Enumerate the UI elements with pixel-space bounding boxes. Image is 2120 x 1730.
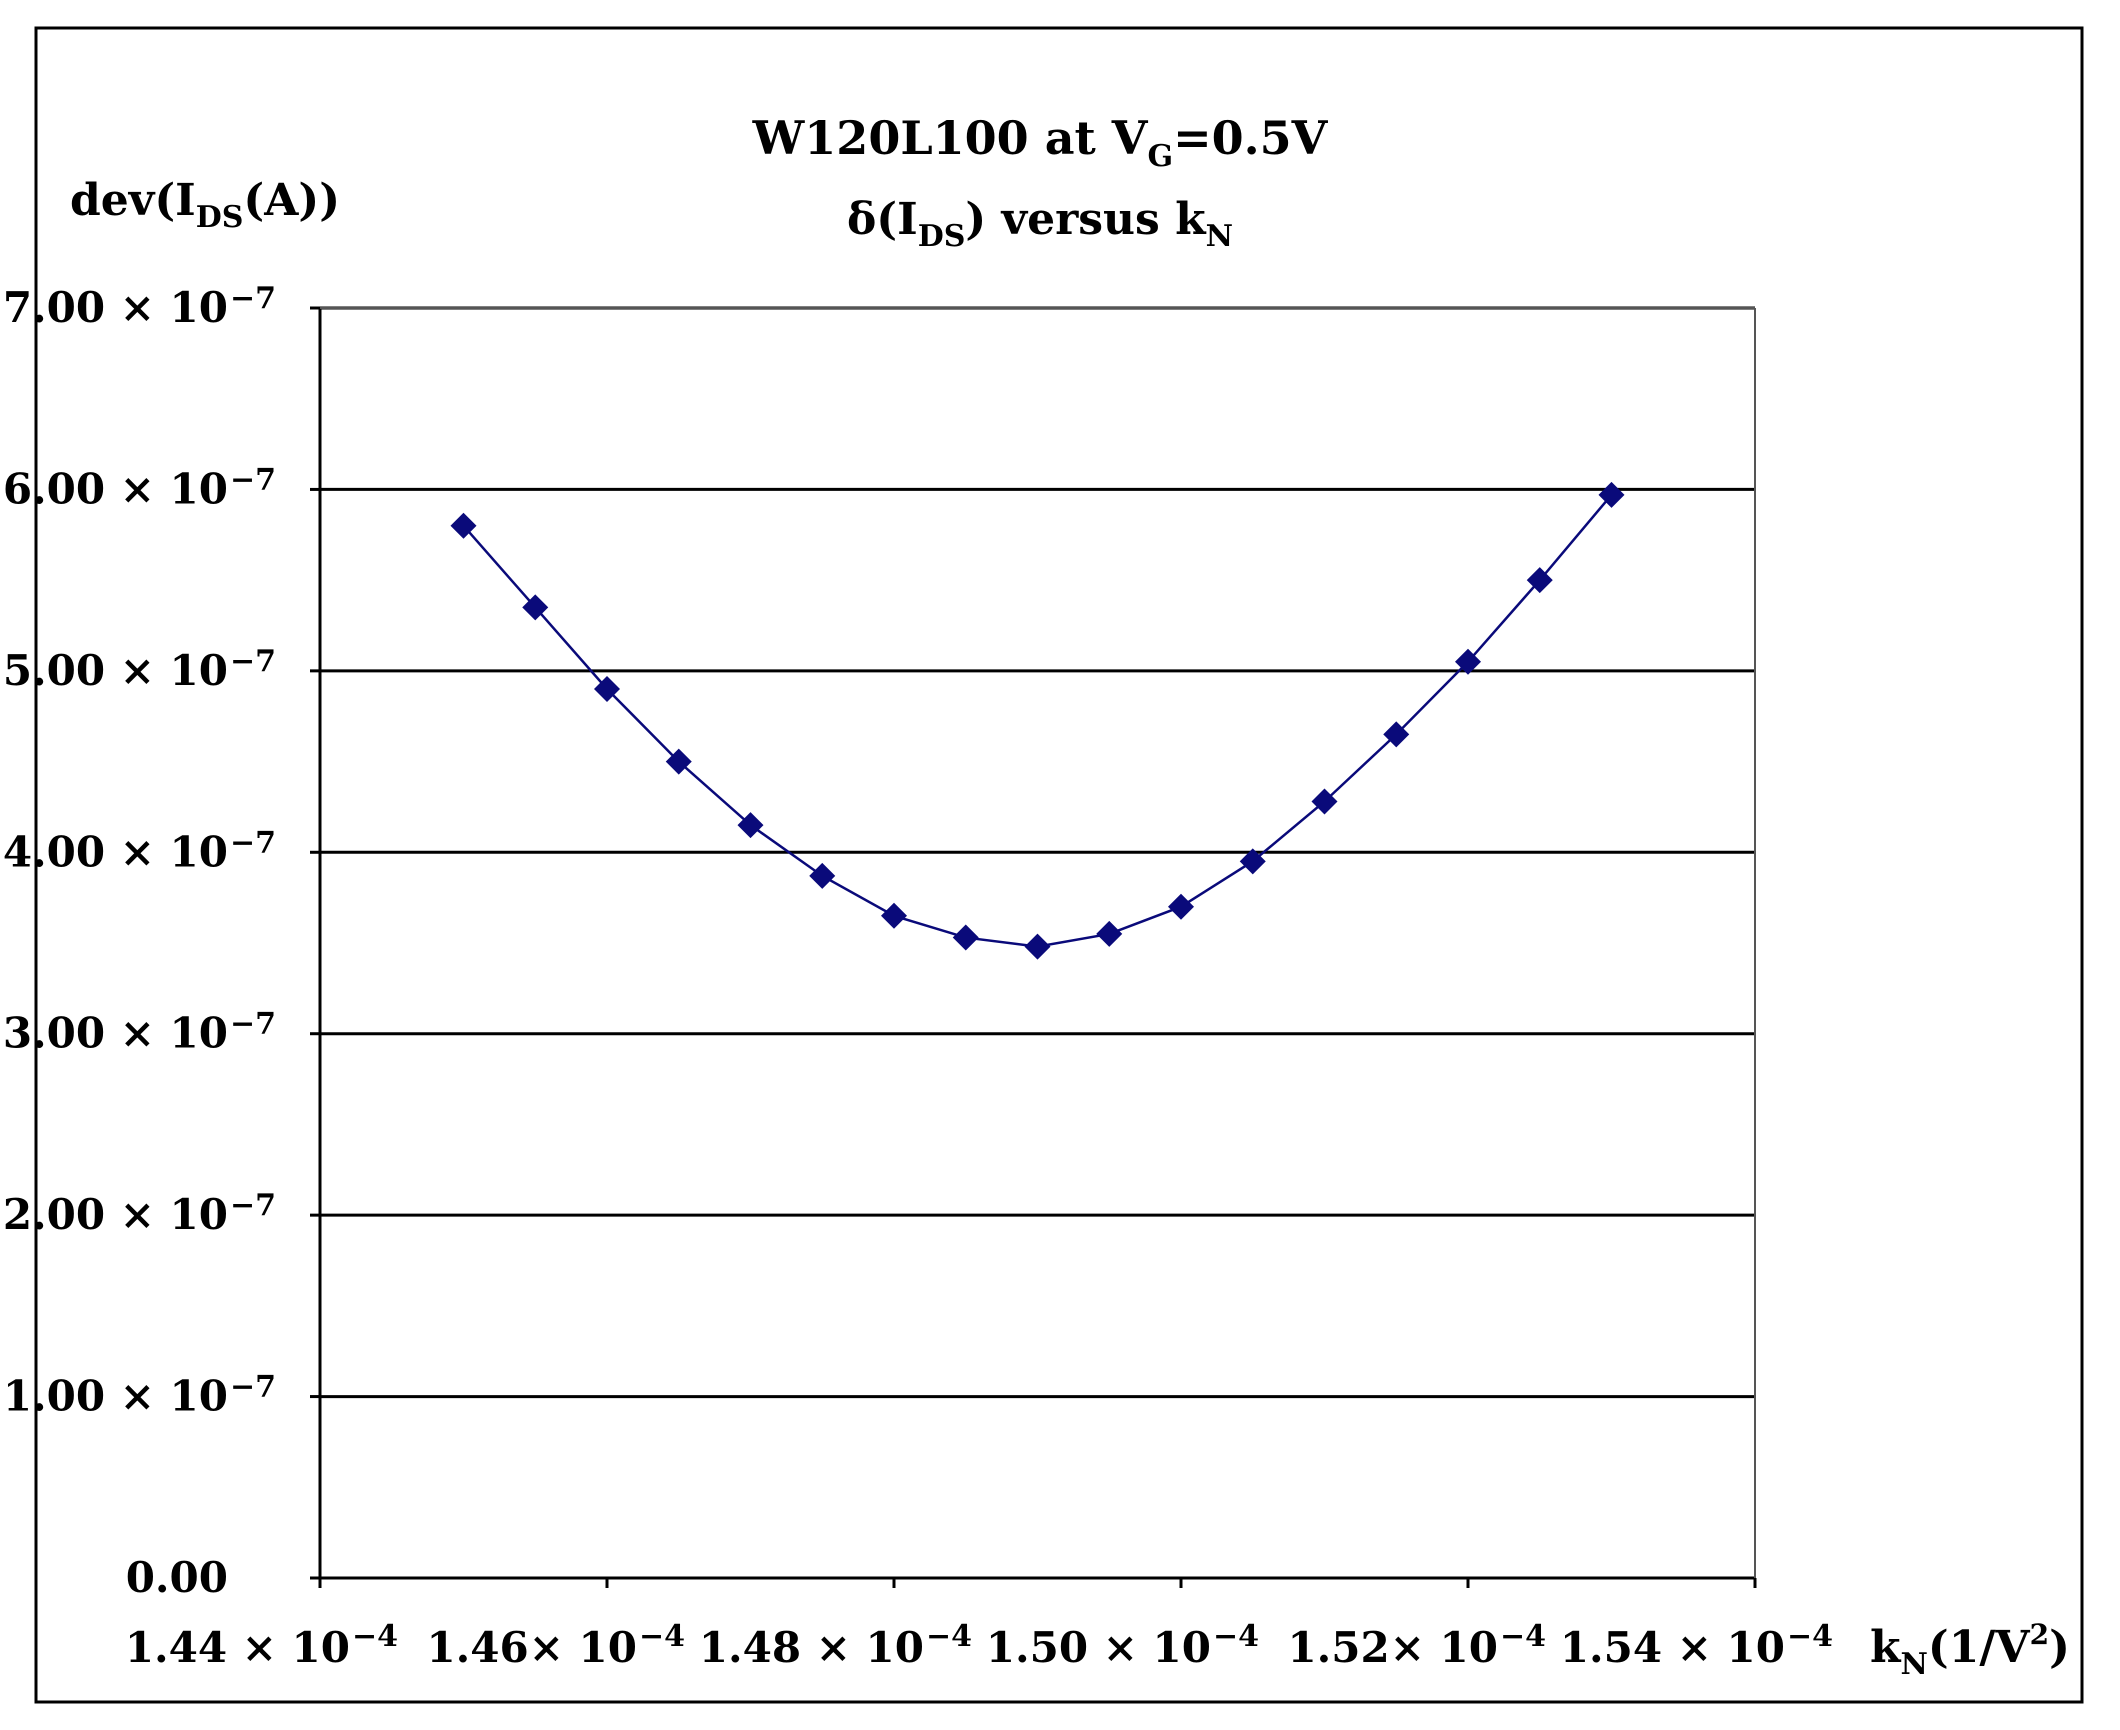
y-tick-label-4: 4.00 × 10−7 [3, 825, 276, 876]
y-tick-label-3: 3.00 × 10−7 [3, 1007, 276, 1058]
data-point-6 [881, 902, 907, 929]
data-point-5 [809, 862, 836, 889]
x-tick-label-5: 1.54 × 10 [1560, 1623, 1785, 1672]
chart-frame [34, 26, 2084, 1704]
data-point-3 [665, 748, 692, 775]
y-tick-label-0: 0.00 [126, 1553, 228, 1602]
y-tick-label-1: 1.00 × 10−7 [3, 1370, 276, 1421]
chart-title-line1: W120L100 at VG=0.5V [752, 111, 1329, 174]
axes [310, 306, 1757, 1588]
x-tick-labels: 1.44 × 10 −4 1.46× 10 −4 1.48 × 10 −4 1.50 × 1… [125, 1619, 1833, 1672]
x-tick-exp-2: −4 [926, 1619, 972, 1654]
x-tick-label-2: 1.48 × 10 [699, 1623, 924, 1672]
x-tick-exp-5: −4 [1787, 1619, 1833, 1654]
x-tick-label-1: 1.46× 10 [426, 1623, 637, 1672]
data-point-0 [450, 512, 477, 539]
data-point-2 [594, 676, 620, 702]
y-tick-label-7: 7.00 × 10−7 [3, 281, 276, 332]
y-tick-label-5: 5.00 × 10−7 [3, 644, 276, 695]
data-point-15 [1526, 567, 1553, 594]
x-tick-exp-1: −4 [639, 1619, 685, 1654]
y-tick-label-6: 6.00 × 10−7 [3, 462, 276, 513]
x-tick-exp-0: −4 [352, 1619, 398, 1654]
data-point-16 [1598, 481, 1625, 508]
y-axis-label: dev(IDS(A)) [70, 175, 340, 235]
y-tick-label-2: 2.00 × 10−7 [3, 1188, 276, 1239]
data-point-9 [1096, 920, 1123, 947]
data-point-4 [737, 812, 764, 839]
x-tick-exp-3: −4 [1213, 1619, 1259, 1654]
data-point-14 [1455, 648, 1481, 675]
x-tick-label-0: 1.44 × 10 [125, 1623, 350, 1672]
data-point-12 [1311, 788, 1338, 815]
data-point-1 [522, 594, 549, 621]
x-tick-label-3: 1.50 × 10 [986, 1623, 1211, 1672]
data-point-10 [1168, 893, 1194, 920]
data-point-11 [1239, 848, 1266, 875]
x-tick-label-4: 1.52× 10 [1287, 1623, 1498, 1672]
y-tick-labels: 0.00 1.00 × 10−7 2.00 × 10−7 3.00 × 10−7 4.0… [3, 281, 276, 1602]
x-tick-exp-4: −4 [1500, 1619, 1546, 1654]
x-axis-label: kN(1/V2) [1870, 1618, 2070, 1682]
data-point-7 [952, 924, 979, 951]
data-series [450, 481, 1625, 960]
data-point-13 [1383, 721, 1410, 748]
data-point-8 [1024, 933, 1051, 960]
chart-title-line2: δ(IDS) versus kN [847, 194, 1233, 254]
